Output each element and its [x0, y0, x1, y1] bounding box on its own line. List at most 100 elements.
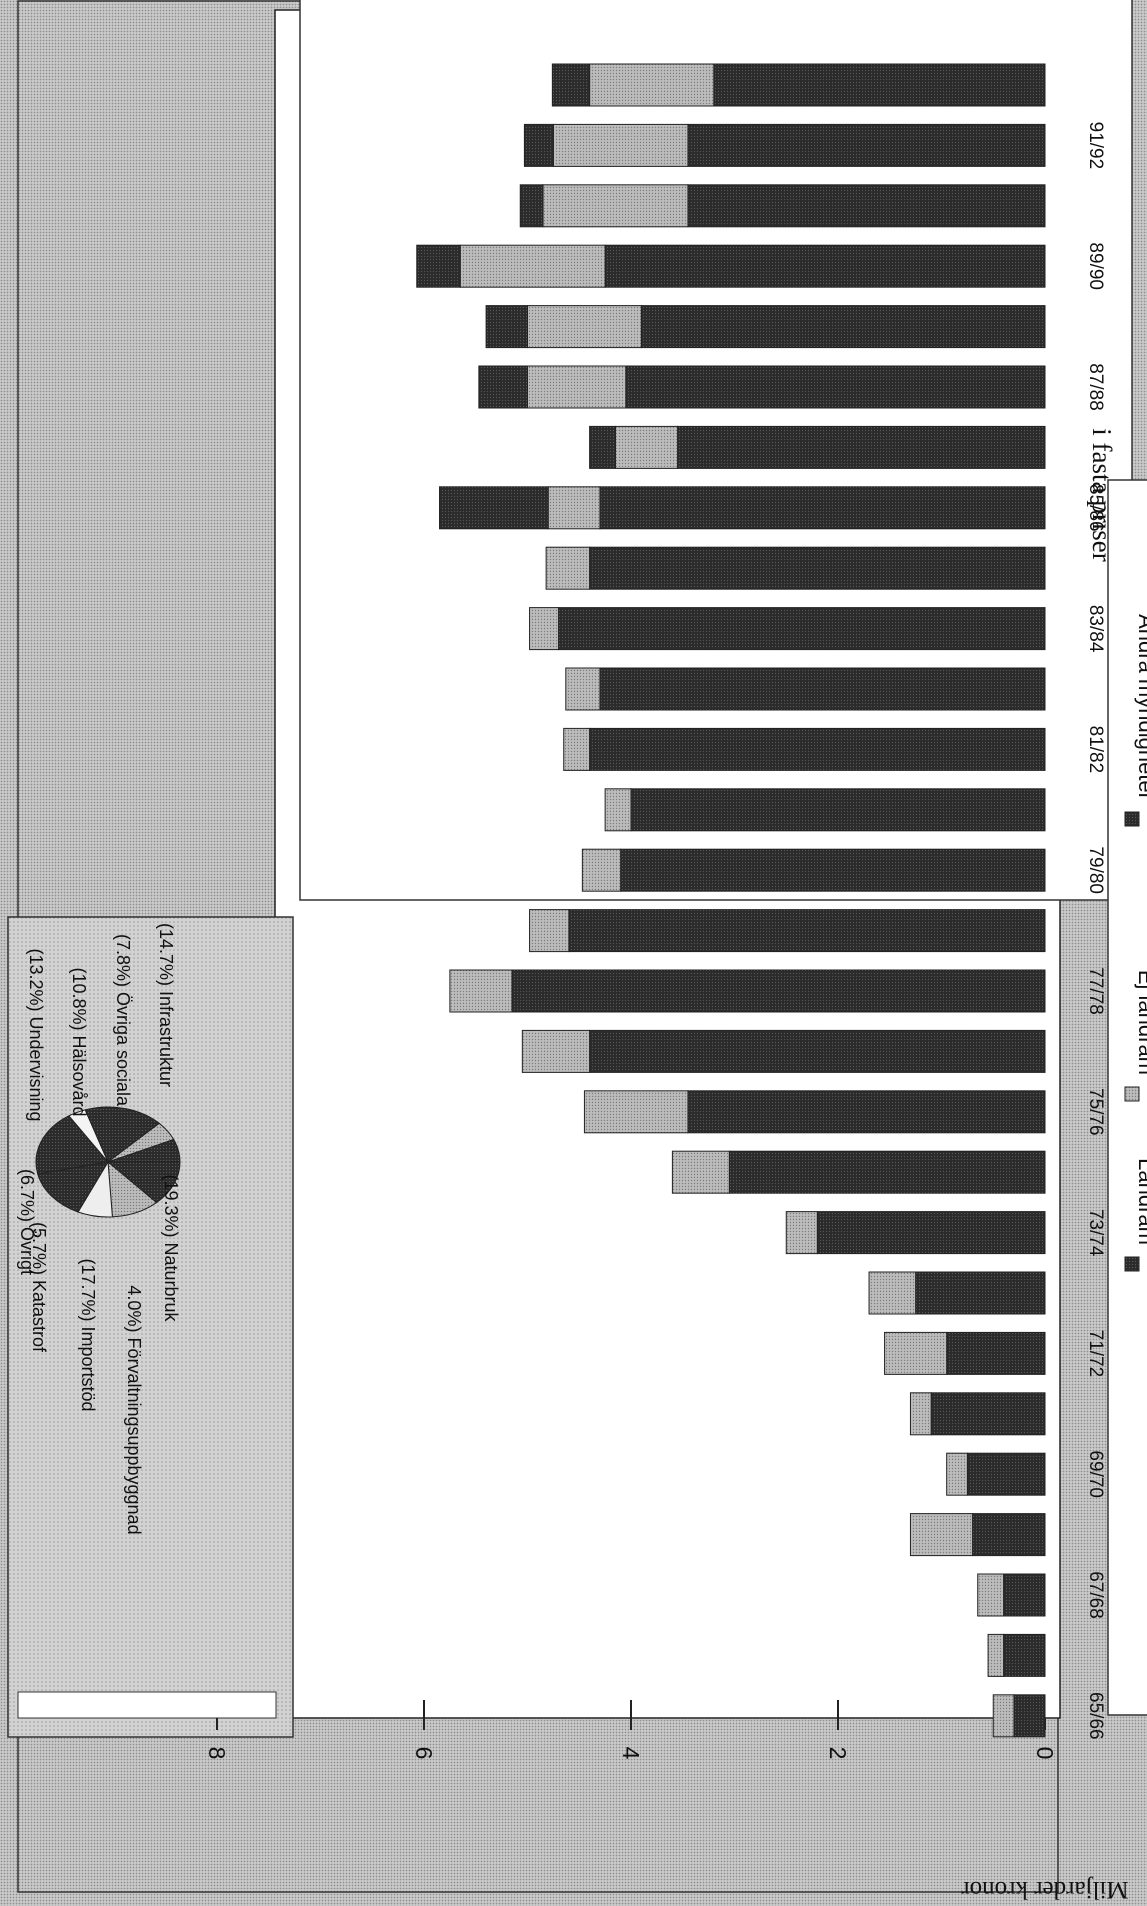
pie-slice-label: (13.2%) Undervisning: [26, 948, 46, 1121]
bar-segment-landram: [630, 788, 1046, 832]
bar-segment-ej-landram: [449, 969, 513, 1013]
bar-segment-landram: [946, 1331, 1046, 1375]
bar-segment-ej-landram: [671, 1150, 730, 1194]
x-tick-label: 67/68: [1085, 1571, 1106, 1619]
legend: Landram Ej landram Andra myndigheter: [1124, 614, 1147, 1272]
pie-slice-label: 4.0%) Förvaltningsuppbyggnad: [124, 1285, 144, 1534]
bar-segment-ej-landram: [987, 1633, 1005, 1677]
bar-segment-ej-landram: [565, 667, 601, 711]
bar-segment-landram: [599, 486, 1046, 530]
bar-segment-landram: [1003, 1633, 1046, 1677]
bar-segment-ej-landram: [545, 546, 591, 590]
x-tick-label: 65/66: [1085, 1692, 1106, 1740]
bar-segment-ej-landram: [521, 1029, 591, 1073]
bar-segment-ej-landram: [542, 184, 689, 228]
y-axis-title: Miljarder kronor: [961, 1876, 1129, 1903]
x-tick-label: 87/88: [1085, 363, 1106, 411]
pie-labels: (13.2%) Undervisning (10.8%) Hälsovård (7.…: [17, 923, 181, 1535]
x-tick-label: 69/70: [1085, 1450, 1106, 1498]
bar-segment-landram: [589, 546, 1046, 590]
inset-pie: [35, 1106, 181, 1218]
bar-segment-ej-landram: [563, 727, 591, 771]
x-tick-label: 91/92: [1085, 122, 1106, 170]
x-tick-label: 83/84: [1085, 605, 1106, 653]
x-tick-label: 81/82: [1085, 726, 1106, 774]
bar-segment-ej-landram: [604, 788, 632, 832]
bar-segment-landram: [1013, 1694, 1046, 1738]
legend-label: Landram: [1134, 1158, 1147, 1245]
y-tick-label: 8: [204, 1747, 230, 1760]
bar-segment-landram: [589, 727, 1046, 771]
bar-segment-andra-myndigheter: [523, 123, 554, 167]
bar-segment-landram: [966, 1452, 1046, 1496]
pie-inset-panel: [7, 916, 294, 1738]
bar-segment-ej-landram: [992, 1694, 1015, 1738]
bar-segment-ej-landram: [527, 305, 642, 349]
bar-segment-landram: [589, 1029, 1046, 1073]
pie-slice-label: (5.7%) Katastrof: [29, 1222, 49, 1353]
bar-segment-andra-myndigheter: [478, 365, 529, 409]
bar-segment-ej-landram: [581, 848, 622, 892]
bar-segment-ej-landram: [459, 244, 606, 288]
legend-swatch: [1124, 811, 1140, 827]
bar-segment-landram: [599, 667, 1046, 711]
x-tick-label: 71/72: [1085, 1330, 1106, 1378]
bar-segment-ej-landram: [527, 365, 627, 409]
x-tick-label: 89/90: [1085, 242, 1106, 290]
legend-swatch: [1124, 1086, 1140, 1102]
bar-segment-ej-landram: [909, 1392, 932, 1436]
bar-segment-ej-landram: [529, 607, 560, 651]
bar-segment-ej-landram: [583, 1090, 689, 1134]
pie-inset-strip: [17, 1691, 277, 1719]
y-tick-label: 0: [1032, 1747, 1058, 1760]
pie-slice: [35, 1115, 109, 1175]
bar-segment-landram: [972, 1513, 1046, 1557]
legend-label: Ej landram: [1134, 970, 1147, 1075]
bar-segment-andra-myndigheter: [439, 486, 549, 530]
bar-segment-landram: [930, 1392, 1046, 1436]
bar-segment-landram: [687, 184, 1046, 228]
bar-segment-landram: [677, 425, 1046, 469]
bar-segment-ej-landram: [614, 425, 679, 469]
bar-segment-andra-myndigheter: [551, 63, 591, 107]
y-tick-label: 6: [411, 1747, 437, 1760]
y-axis: 0 2 4 6 8: [204, 1700, 1058, 1760]
bar-segment-andra-myndigheter: [589, 425, 616, 469]
bar-segment-ej-landram: [589, 63, 715, 107]
bar-segment-andra-myndigheter: [485, 305, 529, 349]
bar-segment-landram: [915, 1271, 1046, 1315]
bar-segment-ej-landram: [529, 909, 570, 953]
y-tick-label: 2: [825, 1747, 851, 1760]
x-tick-label: 75/76: [1085, 1088, 1106, 1136]
legend-swatch: [1124, 1256, 1140, 1272]
x-tick-label: 79/80: [1085, 846, 1106, 894]
pie-slice: [37, 1161, 109, 1213]
pie-slice: [84, 1106, 161, 1163]
bar-segment-landram: [620, 848, 1046, 892]
pie-slice-label: (19.3%) Naturbruk: [161, 1174, 181, 1322]
bar-segment-landram: [568, 909, 1046, 953]
bar-segment-ej-landram: [977, 1573, 1005, 1617]
bar-segment-landram: [558, 607, 1046, 651]
pie-slice-label: (14.7%) Infrastruktur: [156, 923, 176, 1087]
x-tick-label: 77/78: [1085, 967, 1106, 1015]
x-tick-label: 85/86: [1085, 484, 1106, 532]
bar-segment-andra-myndigheter: [519, 184, 544, 228]
pie-slice-label: (17.7%) Importstöd: [78, 1258, 98, 1411]
bar-segment-landram: [728, 1150, 1046, 1194]
bar-segment-ej-landram: [785, 1211, 818, 1255]
bar-segment-landram: [1003, 1573, 1046, 1617]
bar-segment-landram: [511, 969, 1046, 1013]
bar-segment-landram: [713, 63, 1046, 107]
bar-segment-andra-myndigheter: [416, 244, 461, 288]
bar-segment-ej-landram: [868, 1271, 917, 1315]
legend-label: Andra myndigheter: [1134, 614, 1147, 800]
bar-segment-landram: [625, 365, 1046, 409]
bar-segment-ej-landram: [884, 1331, 948, 1375]
y-tick-label: 4: [618, 1747, 644, 1760]
pie-slice-label: (6.7%) Övrigt: [17, 1169, 37, 1275]
bar-segment-ej-landram: [946, 1452, 968, 1496]
x-tick-labels: 65/66 67/68 69/70 71/72 73/74 75/76 77/78 79/80…: [1085, 122, 1106, 1740]
pie-slice-label: (10.8%) Hälsovård: [69, 967, 89, 1116]
